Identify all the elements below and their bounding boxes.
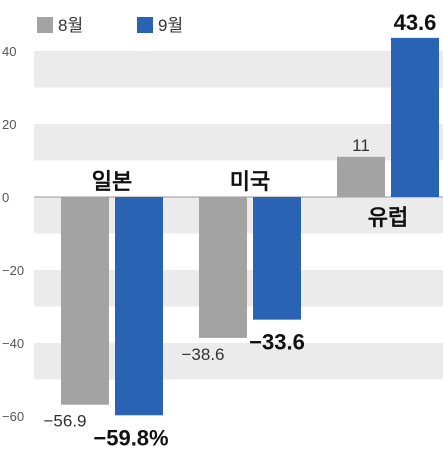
grid-band bbox=[34, 51, 443, 88]
legend-label: 8월 bbox=[58, 16, 83, 35]
y-tick-label: 0 bbox=[2, 190, 9, 205]
data-label: −56.9 bbox=[43, 412, 86, 431]
category-label: 유럽 bbox=[368, 205, 408, 230]
data-label: −59.8% bbox=[93, 425, 168, 450]
bar-sep-1 bbox=[253, 197, 301, 320]
y-tick-label: −20 bbox=[2, 263, 24, 278]
data-label: −33.6 bbox=[249, 330, 305, 355]
bar-sep-0 bbox=[115, 197, 163, 416]
y-tick-label: 20 bbox=[2, 117, 16, 132]
y-tick-label: −60 bbox=[2, 409, 24, 424]
category-label: 일본 bbox=[92, 169, 132, 194]
data-labels: −56.9 −59.8% −38.6 −33.6 11 43.6 bbox=[43, 10, 436, 450]
bar-aug-0 bbox=[61, 197, 109, 405]
category-label: 미국 bbox=[230, 169, 270, 194]
grid-band bbox=[34, 87, 443, 124]
bar-aug-2 bbox=[337, 156, 385, 197]
data-label: 43.6 bbox=[394, 10, 437, 35]
bars bbox=[61, 37, 439, 416]
legend-label: 9월 bbox=[158, 16, 183, 35]
legend-swatch bbox=[137, 17, 153, 33]
bar-sep-2 bbox=[391, 37, 439, 197]
y-tick-label: −40 bbox=[2, 336, 24, 351]
y-tick-label: 40 bbox=[2, 44, 16, 59]
grid-band bbox=[34, 124, 443, 161]
legend-swatch bbox=[37, 17, 53, 33]
bar-aug-1 bbox=[199, 197, 247, 338]
data-label: 11 bbox=[352, 136, 370, 155]
data-label: −38.6 bbox=[181, 345, 224, 364]
legend: 8월 9월 bbox=[37, 16, 183, 35]
